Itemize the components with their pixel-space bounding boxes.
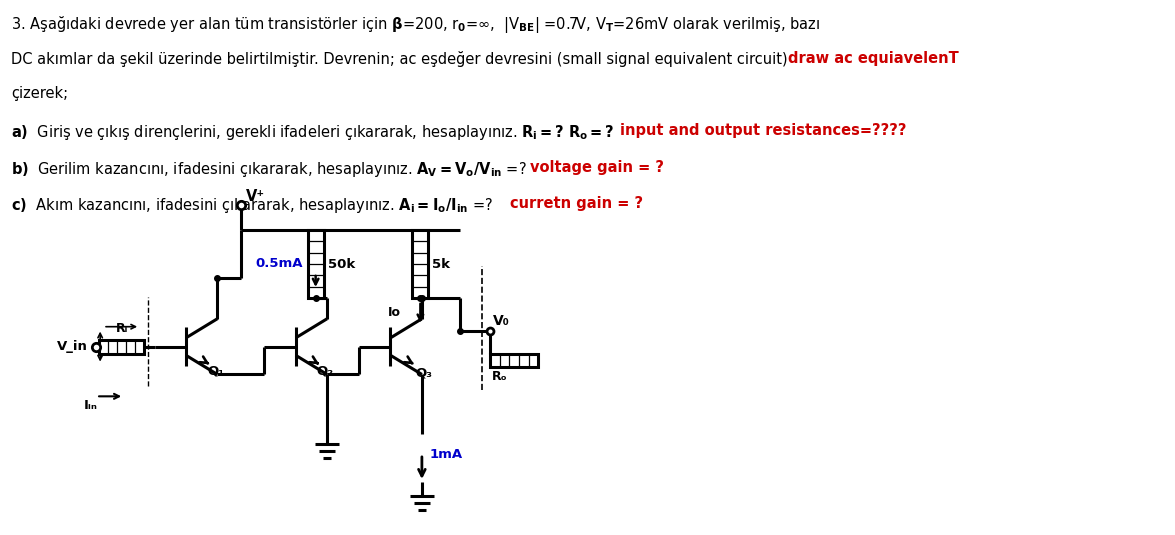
Text: V₀: V₀ bbox=[494, 314, 510, 327]
Text: 50k: 50k bbox=[328, 257, 355, 271]
Text: Q₃: Q₃ bbox=[415, 366, 432, 379]
Text: Q₂: Q₂ bbox=[316, 364, 334, 378]
Text: V⁺: V⁺ bbox=[246, 189, 264, 204]
Text: $\bf{a)}$  Giriş ve çıkış dirençlerini, gerekli ifadeleri çıkararak, hesaplayını: $\bf{a)}$ Giriş ve çıkış dirençlerini, g… bbox=[12, 123, 615, 142]
Text: 0.5mA: 0.5mA bbox=[256, 256, 303, 270]
Text: Iᵢₙ: Iᵢₙ bbox=[85, 399, 99, 412]
Text: DC akımlar da şekil üzerinde belirtilmiştir. Devrenin; ac eşdeğer devresini (sma: DC akımlar da şekil üzerinde belirtilmiş… bbox=[12, 51, 788, 67]
Text: çizerek;: çizerek; bbox=[12, 86, 68, 101]
Bar bbox=[490, 354, 538, 368]
Text: input and output resistances=????: input and output resistances=???? bbox=[620, 123, 906, 137]
Text: curretn gain = ?: curretn gain = ? bbox=[510, 196, 643, 211]
Text: 1mA: 1mA bbox=[430, 447, 463, 461]
Text: $\bf{c)}$  Akım kazancını, ifadesini çıkararak, hesaplayınız. $\bf{A_i=I_o/I_{in: $\bf{c)}$ Akım kazancını, ifadesini çıka… bbox=[12, 196, 493, 216]
Text: Io: Io bbox=[388, 306, 401, 319]
Text: Rₒ: Rₒ bbox=[492, 370, 508, 384]
Text: Q₁: Q₁ bbox=[207, 364, 224, 378]
Text: draw ac equiavelenT: draw ac equiavelenT bbox=[787, 51, 959, 66]
Bar bbox=[99, 340, 145, 354]
Text: 5k: 5k bbox=[432, 257, 450, 271]
Text: V_in: V_in bbox=[58, 340, 88, 353]
Text: voltage gain = ?: voltage gain = ? bbox=[530, 159, 664, 174]
Bar bbox=[308, 230, 323, 298]
Text: $\bf{b)}$  Gerilim kazancını, ifadesini çıkararak, hesaplayınız. $\bf{A_V=V_o/V_: $\bf{b)}$ Gerilim kazancını, ifadesini ç… bbox=[12, 159, 528, 179]
Text: Rᵢ: Rᵢ bbox=[115, 322, 128, 335]
Bar bbox=[412, 230, 429, 298]
Text: 3. Aşağıdaki devrede yer alan tüm transistörler için $\mathbf{\beta}$=200, r$_\m: 3. Aşağıdaki devrede yer alan tüm transi… bbox=[12, 14, 820, 35]
